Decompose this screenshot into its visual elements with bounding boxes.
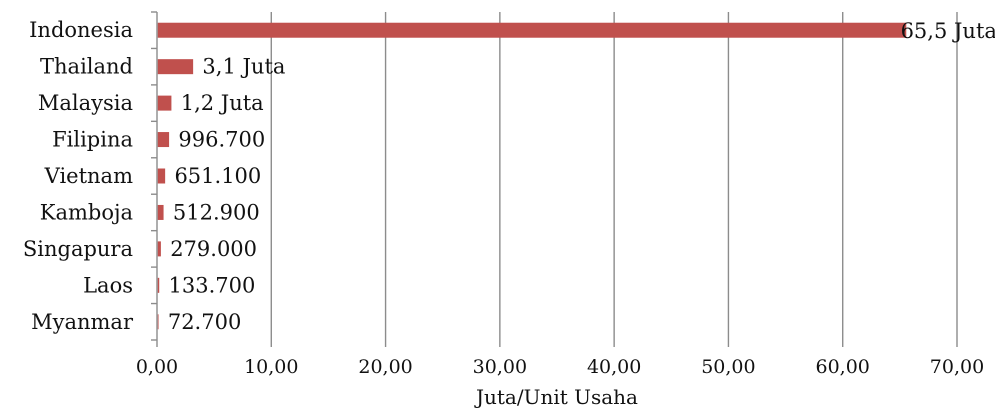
x-tick-label: 20,00 [358, 356, 412, 378]
category-label: Vietnam [44, 164, 133, 188]
data-label: 279.000 [170, 237, 257, 261]
category-label: Filipina [52, 128, 133, 152]
axis-layer [151, 11, 958, 347]
x-tick-label: 60,00 [816, 356, 870, 378]
x-tick-label: 70,00 [930, 356, 984, 378]
bar [157, 132, 170, 148]
label-layer: 0,00 10,00 20,00 30,00 40,00 50,00 60,00 70,00 I… [23, 18, 995, 378]
data-label: 65,5 Juta [901, 19, 995, 43]
category-label: Singapura [23, 237, 133, 261]
bar [157, 95, 172, 111]
data-label: 72.700 [168, 310, 241, 334]
bar [157, 241, 161, 257]
x-tick-label: 30,00 [473, 356, 527, 378]
x-tick-label: 50,00 [701, 356, 755, 378]
data-label: 3,1 Juta [202, 55, 285, 79]
category-label: Thailand [40, 55, 133, 79]
data-label: 512.900 [173, 200, 260, 224]
category-label: Laos [83, 273, 133, 297]
x-tick-label: 10,00 [244, 356, 298, 378]
bar-layer [157, 22, 907, 330]
category-label: Kamboja [40, 200, 133, 224]
x-tick-label: 0,00 [136, 356, 178, 378]
data-label: 133.700 [169, 273, 256, 297]
data-label: 651.100 [174, 164, 261, 188]
category-label: Myanmar [31, 310, 134, 334]
x-tick-label: 40,00 [587, 356, 641, 378]
x-axis-title: Juta/Unit Usaha [474, 385, 638, 409]
category-label: Malaysia [38, 91, 133, 115]
bar [157, 59, 194, 75]
bar [157, 22, 907, 38]
bar [157, 277, 160, 293]
bar [157, 168, 166, 184]
data-label: 1,2 Juta [181, 91, 264, 115]
grid-layer [270, 12, 958, 340]
bar [157, 204, 164, 220]
bar [157, 314, 159, 330]
category-label: Indonesia [29, 18, 133, 42]
data-label: 996.700 [178, 128, 265, 152]
